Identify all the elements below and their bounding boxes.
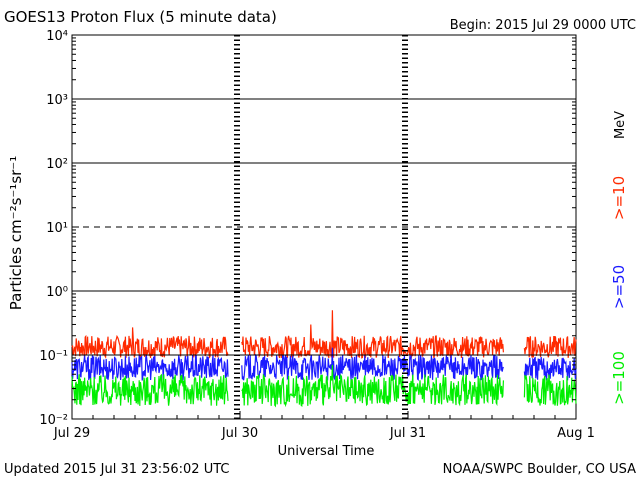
source-credit: NOAA/SWPC Boulder, CO USA (443, 462, 636, 477)
series-line-100-segment-2 (523, 374, 577, 406)
series-line-10-segment-1 (241, 310, 504, 359)
y-tick-label: 10⁴ (46, 29, 68, 44)
y-tick-label: 10⁻¹ (39, 349, 68, 364)
threshold-layer (72, 98, 576, 356)
series-line-50-segment-2 (523, 356, 577, 381)
legend-label-10: >=10 (610, 176, 628, 220)
x-tick-label: Aug 1 (557, 426, 595, 441)
series-line-100-segment-1 (241, 364, 504, 408)
legend-label-50: >=50 (610, 265, 628, 309)
series-line-50-segment-0 (71, 354, 229, 381)
y-tick-label: 10³ (46, 93, 68, 108)
begin-label: Begin: 2015 Jul 29 0000 UTC (450, 18, 636, 33)
y-tick-label: 10¹ (46, 221, 68, 236)
x-tick-label: Jul 30 (221, 426, 258, 441)
y-tick-label: 10⁻² (39, 413, 68, 428)
x-axis-label: Universal Time (278, 444, 375, 459)
day-markers (234, 35, 408, 419)
series-line-50-segment-1 (241, 347, 504, 382)
legend-label-100: >=100 (610, 351, 628, 405)
y-axis-label: Particles cm⁻²s⁻¹sr⁻¹ (7, 156, 25, 310)
series-line-10-segment-2 (523, 335, 577, 358)
series-layer (71, 310, 577, 408)
y-tick-label: 10⁰ (46, 285, 68, 300)
updated-timestamp: Updated 2015 Jul 31 23:56:02 UTC (4, 462, 229, 477)
x-tick-label: Jul 29 (53, 426, 90, 441)
chart-title: GOES13 Proton Flux (5 minute data) (4, 8, 277, 26)
series-line-10-segment-0 (71, 327, 229, 359)
y-tick-label: 10² (46, 157, 68, 172)
series-line-100-segment-0 (71, 373, 229, 406)
legend: >=10 >=50 >=100 (610, 176, 628, 405)
units-label: MeV (613, 111, 628, 139)
x-tick-label: Jul 31 (389, 426, 426, 441)
